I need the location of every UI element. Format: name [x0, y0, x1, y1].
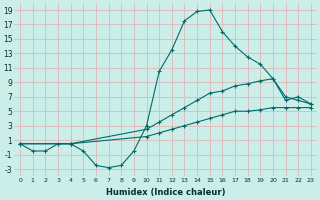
X-axis label: Humidex (Indice chaleur): Humidex (Indice chaleur) [106, 188, 225, 197]
